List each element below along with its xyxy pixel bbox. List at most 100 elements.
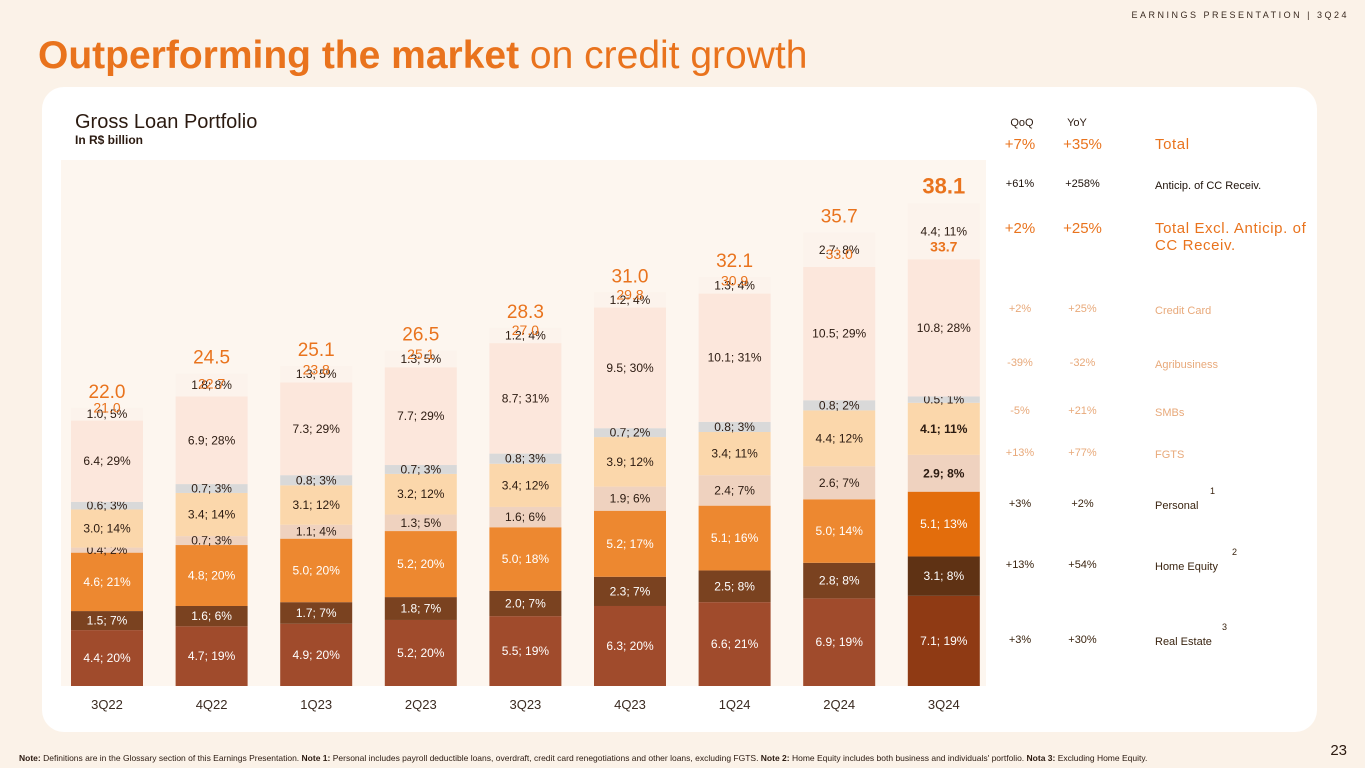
bar-fgts-3Q22 [71, 547, 143, 553]
x-tick-4Q23: 4Q23 [614, 697, 646, 712]
bar-agribusiness-3Q22 [71, 501, 143, 510]
bar-label-credit-card-2Q24: 10.5; 29% [812, 327, 866, 341]
bar-real-estate-3Q24 [907, 595, 980, 686]
bar-real-estate-1Q23 [280, 623, 353, 686]
bar-label-real-estate-3Q23: 5.5; 19% [502, 644, 550, 658]
bar-fgts-2Q24 [803, 466, 876, 500]
bar-label-personal-2Q23: 5.2; 20% [397, 557, 445, 571]
bar-agribusiness-3Q23 [489, 453, 562, 464]
bar-smbs-3Q22 [71, 509, 143, 548]
bar-real-estate-1Q24 [698, 602, 771, 686]
header-tag: EARNINGS PRESENTATION | 3Q24 [1131, 10, 1349, 20]
x-tick-3Q23: 3Q23 [509, 697, 541, 712]
x-tick-4Q22: 4Q22 [196, 697, 228, 712]
bar-anticip-of-cc-receiv--4Q22 [175, 373, 248, 397]
bar-label-home-equity-3Q23: 2.0; 7% [505, 596, 546, 610]
bar-real-estate-2Q23 [384, 619, 457, 686]
bar-label-credit-card-1Q23: 7.3; 29% [293, 422, 341, 436]
bar-label-personal-3Q23: 5.0; 18% [502, 552, 550, 566]
bar-total-4Q23: 31.0 [612, 266, 649, 287]
bar-label-smbs-1Q23: 3.1; 12% [293, 498, 341, 512]
bar-label-fgts-3Q23: 1.6; 6% [505, 510, 546, 524]
bar-credit-card-1Q24 [698, 293, 771, 422]
bar-anticip-of-cc-receiv--2Q24 [803, 232, 876, 267]
bar-label-real-estate-2Q24: 6.9; 19% [816, 635, 864, 649]
bar-label-home-equity-1Q23: 1.7; 7% [296, 606, 337, 620]
bar-label-personal-4Q22: 4.8; 20% [188, 569, 236, 583]
bar-anticip-of-cc-receiv--1Q23 [280, 365, 353, 383]
bar-smbs-3Q23 [489, 463, 562, 507]
bar-total-excl-1Q23: 23.8 [303, 361, 330, 377]
page-number: 23 [1330, 742, 1347, 759]
x-tick-3Q22: 3Q22 [91, 697, 123, 712]
bar-label-anticip-of-cc-receiv--4Q23: 1.2; 4% [610, 293, 651, 307]
bar-smbs-2Q23 [384, 473, 457, 515]
bar-label-anticip-of-cc-receiv--3Q23: 1.2; 4% [505, 328, 546, 342]
bar-agribusiness-1Q23 [280, 475, 353, 486]
bar-total-excl-3Q24: 33.7 [930, 238, 957, 254]
bar-personal-3Q24 [907, 491, 980, 557]
bar-personal-3Q23 [489, 527, 562, 591]
bar-label-anticip-of-cc-receiv--1Q24: 1.3; 4% [714, 278, 755, 292]
bar-label-fgts-1Q23: 1.1; 4% [296, 525, 337, 539]
bar-label-credit-card-2Q23: 7.7; 29% [397, 409, 445, 423]
bar-label-credit-card-3Q23: 8.7; 31% [502, 391, 550, 405]
bar-label-credit-card-4Q23: 9.5; 30% [606, 361, 654, 375]
bar-total-3Q23: 28.3 [507, 302, 544, 323]
bar-real-estate-3Q22 [71, 630, 143, 686]
bar-agribusiness-4Q22 [175, 484, 248, 493]
bar-agribusiness-3Q24 [907, 396, 980, 403]
bar-personal-1Q24 [698, 505, 771, 571]
bar-total-excl-3Q22: 21.0 [93, 400, 120, 416]
bar-total-excl-4Q23: 29.8 [616, 287, 643, 303]
bar-total-excl-2Q24: 33.0 [826, 246, 853, 262]
footnote-note3-text: Excluding Home Equity. [1055, 753, 1148, 763]
bar-total-3Q22: 22.0 [89, 382, 126, 403]
bar-agribusiness-2Q24 [803, 400, 876, 411]
bar-label-real-estate-4Q22: 4.7; 19% [188, 649, 236, 663]
bar-total-excl-4Q22: 22.7 [198, 375, 225, 391]
bar-label-anticip-of-cc-receiv--3Q22: 1.0; 5% [87, 407, 128, 421]
bar-credit-card-3Q22 [71, 420, 143, 502]
bar-home-equity-4Q22 [175, 605, 248, 627]
bar-anticip-of-cc-receiv--3Q22 [71, 407, 143, 421]
bar-label-credit-card-3Q24: 10.8; 28% [917, 321, 971, 335]
bar-smbs-4Q22 [175, 492, 248, 537]
bar-total-2Q23: 26.5 [402, 325, 439, 346]
bar-label-agribusiness-3Q23: 0.8; 3% [505, 452, 546, 466]
footnote: Note: Definitions are in the Glossary se… [19, 753, 1147, 763]
footnote-note1-label: Note 1: [301, 753, 331, 763]
bar-credit-card-3Q24 [907, 259, 980, 397]
bar-label-anticip-of-cc-receiv--4Q22: 1.8; 8% [191, 378, 232, 392]
bar-label-fgts-3Q24: 2.9; 8% [923, 466, 965, 480]
bar-label-credit-card-4Q22: 6.9; 28% [188, 433, 236, 447]
bar-fgts-1Q23 [280, 524, 353, 539]
bar-label-anticip-of-cc-receiv--2Q24: 2.7; 8% [819, 243, 860, 257]
bar-total-1Q24: 32.1 [716, 251, 753, 272]
bar-smbs-3Q24 [907, 402, 980, 455]
x-tick-2Q24: 2Q24 [823, 697, 855, 712]
bar-credit-card-3Q23 [489, 343, 562, 454]
bar-home-equity-2Q23 [384, 597, 457, 620]
bar-real-estate-2Q24 [803, 598, 876, 686]
bar-total-excl-1Q24: 30.9 [721, 273, 748, 289]
bar-label-personal-1Q24: 5.1; 16% [711, 531, 759, 545]
bar-anticip-of-cc-receiv--1Q24 [698, 277, 771, 294]
bar-label-smbs-3Q24: 4.1; 11% [920, 422, 968, 436]
bar-label-real-estate-4Q23: 6.3; 20% [606, 639, 654, 653]
bar-label-personal-3Q22: 4.6; 21% [83, 575, 131, 589]
bar-credit-card-4Q23 [594, 307, 666, 429]
bar-anticip-of-cc-receiv--2Q23 [384, 350, 457, 368]
bar-personal-2Q24 [803, 499, 876, 563]
bar-personal-1Q23 [280, 538, 353, 603]
chart-subtitle: In R$ billion [75, 133, 143, 147]
footnote-note2-label: Note 2: [760, 753, 790, 763]
bar-label-personal-4Q23: 5.2; 17% [606, 537, 654, 551]
bar-label-agribusiness-4Q23: 0.7; 2% [610, 426, 651, 440]
bar-credit-card-1Q23 [280, 382, 353, 476]
chart-title: Gross Loan Portfolio [75, 111, 258, 133]
bar-label-real-estate-1Q24: 6.6; 21% [711, 637, 759, 651]
bar-credit-card-2Q23 [384, 367, 457, 466]
footnote-note2-text: Home Equity includes both business and i… [789, 753, 1027, 763]
bar-label-agribusiness-1Q24: 0.8; 3% [714, 420, 755, 434]
